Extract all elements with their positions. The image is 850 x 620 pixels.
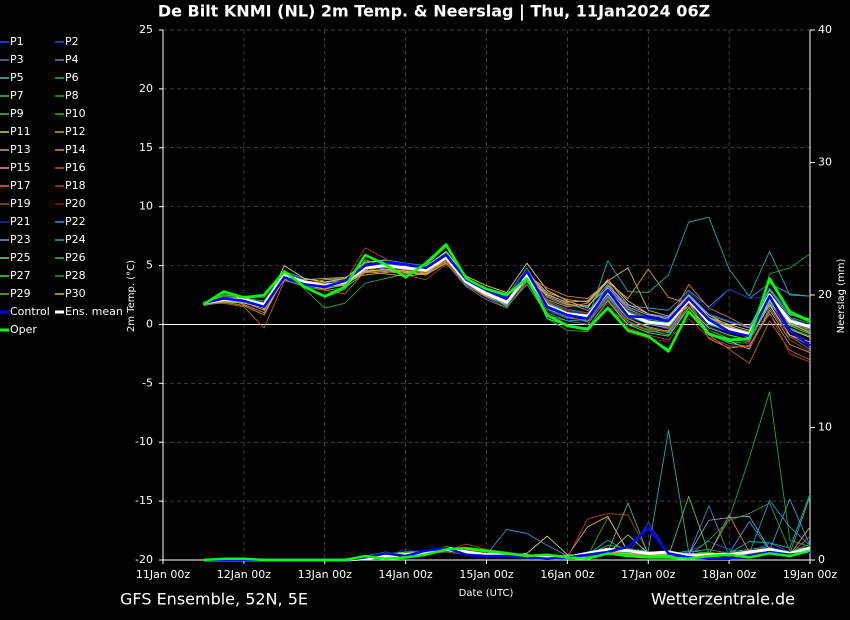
legend-label: P16 xyxy=(65,161,86,174)
legend-label: P20 xyxy=(65,197,86,210)
legend-label: P4 xyxy=(65,53,79,66)
legend-label: P10 xyxy=(65,107,86,120)
legend-label: P3 xyxy=(10,53,24,66)
legend-label: Control xyxy=(10,305,50,318)
legend-label: P5 xyxy=(10,71,24,84)
legend-label: P1 xyxy=(10,35,24,48)
legend-label: P14 xyxy=(65,143,86,156)
x-tick-label: 11Jan 00z xyxy=(136,568,190,581)
legend-label: P19 xyxy=(10,197,31,210)
x-tick-label: 14Jan 00z xyxy=(379,568,433,581)
legend-label: P29 xyxy=(10,287,31,300)
legend-label: Ens. mean xyxy=(65,305,123,318)
legend-label: P18 xyxy=(65,179,86,192)
legend-label: P22 xyxy=(65,215,86,228)
y-axis-label: 2m Temp. (°C) xyxy=(126,260,137,332)
x-tick-label: 15Jan 00z xyxy=(459,568,513,581)
x-tick-label: 18Jan 00z xyxy=(702,568,756,581)
site-note: Wetterzentrale.de xyxy=(651,590,795,609)
legend-label: P17 xyxy=(10,179,31,192)
y-tick-label: 15 xyxy=(139,141,153,154)
legend-label: P24 xyxy=(65,233,86,246)
legend-label: P11 xyxy=(10,125,31,138)
y2-tick-label: 20 xyxy=(818,288,832,301)
y-tick-label: 5 xyxy=(146,259,153,272)
y-tick-label: -5 xyxy=(142,376,153,389)
source-note: GFS Ensemble, 52N, 5E xyxy=(120,590,308,609)
legend-label: P21 xyxy=(10,215,31,228)
legend-label: P8 xyxy=(65,89,79,102)
legend-label: P28 xyxy=(65,269,86,282)
x-tick-label: 13Jan 00z xyxy=(298,568,352,581)
y-tick-label: 0 xyxy=(146,317,153,330)
legend-label: P25 xyxy=(10,251,31,264)
legend-label: P6 xyxy=(65,71,79,84)
legend-label: P9 xyxy=(10,107,24,120)
legend-label: P2 xyxy=(65,35,79,48)
legend-label: P13 xyxy=(10,143,31,156)
y2-tick-label: 40 xyxy=(818,23,832,36)
legend-label: P27 xyxy=(10,269,31,282)
y-tick-label: 20 xyxy=(139,82,153,95)
x-tick-label: 16Jan 00z xyxy=(540,568,594,581)
chart-title: De Bilt KNMI (NL) 2m Temp. & Neerslag | … xyxy=(158,2,710,22)
y-tick-label: -20 xyxy=(135,553,153,566)
x-tick-label: 12Jan 00z xyxy=(217,568,271,581)
y2-tick-label: 0 xyxy=(818,553,825,566)
y-tick-label: 25 xyxy=(139,23,153,36)
y2-tick-label: 30 xyxy=(818,156,832,169)
legend-label: P26 xyxy=(65,251,86,264)
legend-label: P30 xyxy=(65,287,86,300)
y2-axis-label: Neerslag (mm) xyxy=(836,258,847,333)
legend-label: P7 xyxy=(10,89,24,102)
x-tick-label: 19Jan 00z xyxy=(783,568,837,581)
legend-label: P12 xyxy=(65,125,86,138)
temp-line xyxy=(203,255,811,336)
legend-label: P15 xyxy=(10,161,31,174)
y-tick-label: 10 xyxy=(139,200,153,213)
y2-tick-label: 10 xyxy=(818,421,832,434)
x-tick-label: 17Jan 00z xyxy=(621,568,675,581)
y-tick-label: -15 xyxy=(135,494,153,507)
precip-line xyxy=(203,546,811,562)
legend-label: P23 xyxy=(10,233,31,246)
legend-label: Oper xyxy=(10,323,37,336)
y-tick-label: -10 xyxy=(135,435,153,448)
temp-line xyxy=(203,253,811,347)
x-axis-label: Date (UTC) xyxy=(459,588,514,599)
temp-line xyxy=(202,243,811,353)
